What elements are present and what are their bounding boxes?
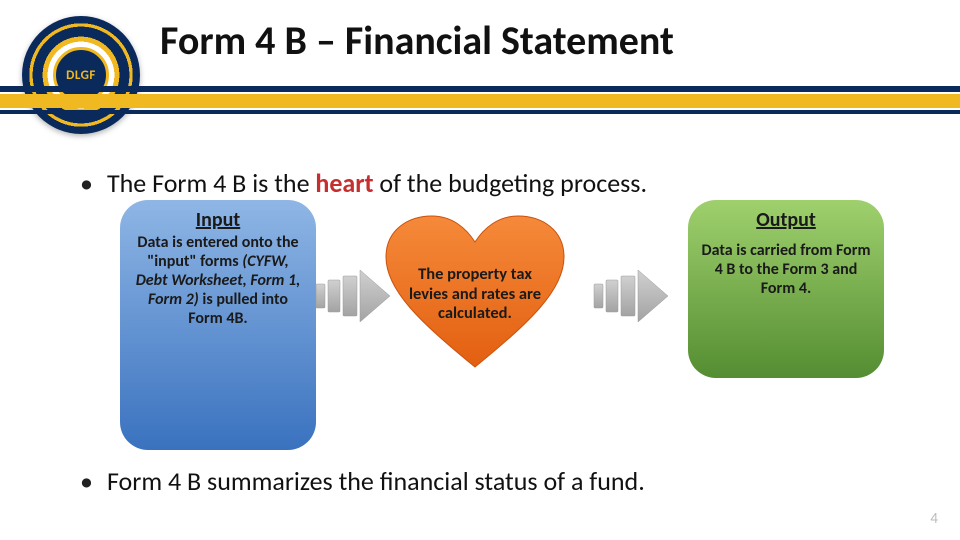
title-area: Form 4 B – Financial Statement	[160, 16, 940, 65]
bullet-1-prefix: The Form 4 B is the	[107, 167, 315, 199]
page-title: Form 4 B – Financial Statement	[160, 16, 940, 65]
bullet-dot: •	[80, 168, 93, 199]
stripe-navy	[0, 86, 960, 92]
bullet-dot: •	[80, 466, 93, 497]
process-diagram: Input Data is entered onto the "input" f…	[120, 200, 880, 450]
input-line2: is pulled into Form 4B.	[188, 290, 288, 328]
heart-shape: The property tax levies and rates are ca…	[380, 212, 570, 377]
page-number: 4	[930, 510, 938, 528]
heart-text: The property tax levies and rates are ca…	[400, 265, 550, 324]
input-box: Input Data is entered onto the "input" f…	[120, 200, 316, 450]
dlgf-seal: DLGF	[22, 16, 140, 134]
slide: DLGF Form 4 B – Financial Statement • Th…	[0, 0, 960, 540]
bullet-1-heart-word: heart	[315, 167, 373, 199]
input-heading: Input	[196, 208, 240, 232]
stripe-navy-thin	[0, 110, 960, 114]
arrow-right-icon	[590, 268, 670, 324]
output-body: Data is carried from Form 4 B to the For…	[698, 242, 874, 299]
input-body: Data is entered onto the "input" forms (…	[130, 234, 306, 328]
output-heading: Output	[756, 208, 816, 232]
header-stripes	[0, 86, 960, 114]
arrow-2	[590, 268, 670, 324]
bullet-1-suffix: of the budgeting process.	[374, 167, 648, 199]
bullet-2-row: • Form 4 B summarizes the financial stat…	[80, 466, 930, 507]
bullet-1-text: The Form 4 B is the heart of the budgeti…	[107, 168, 647, 199]
bullet-2-text: Form 4 B summarizes the financial status…	[107, 466, 645, 497]
output-box: Output Data is carried from Form 4 B to …	[688, 200, 884, 378]
stripe-gold	[0, 94, 960, 108]
